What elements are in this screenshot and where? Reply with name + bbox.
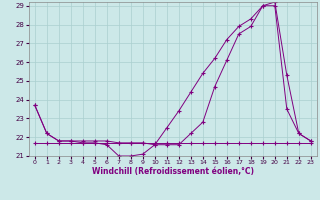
X-axis label: Windchill (Refroidissement éolien,°C): Windchill (Refroidissement éolien,°C) [92,167,254,176]
